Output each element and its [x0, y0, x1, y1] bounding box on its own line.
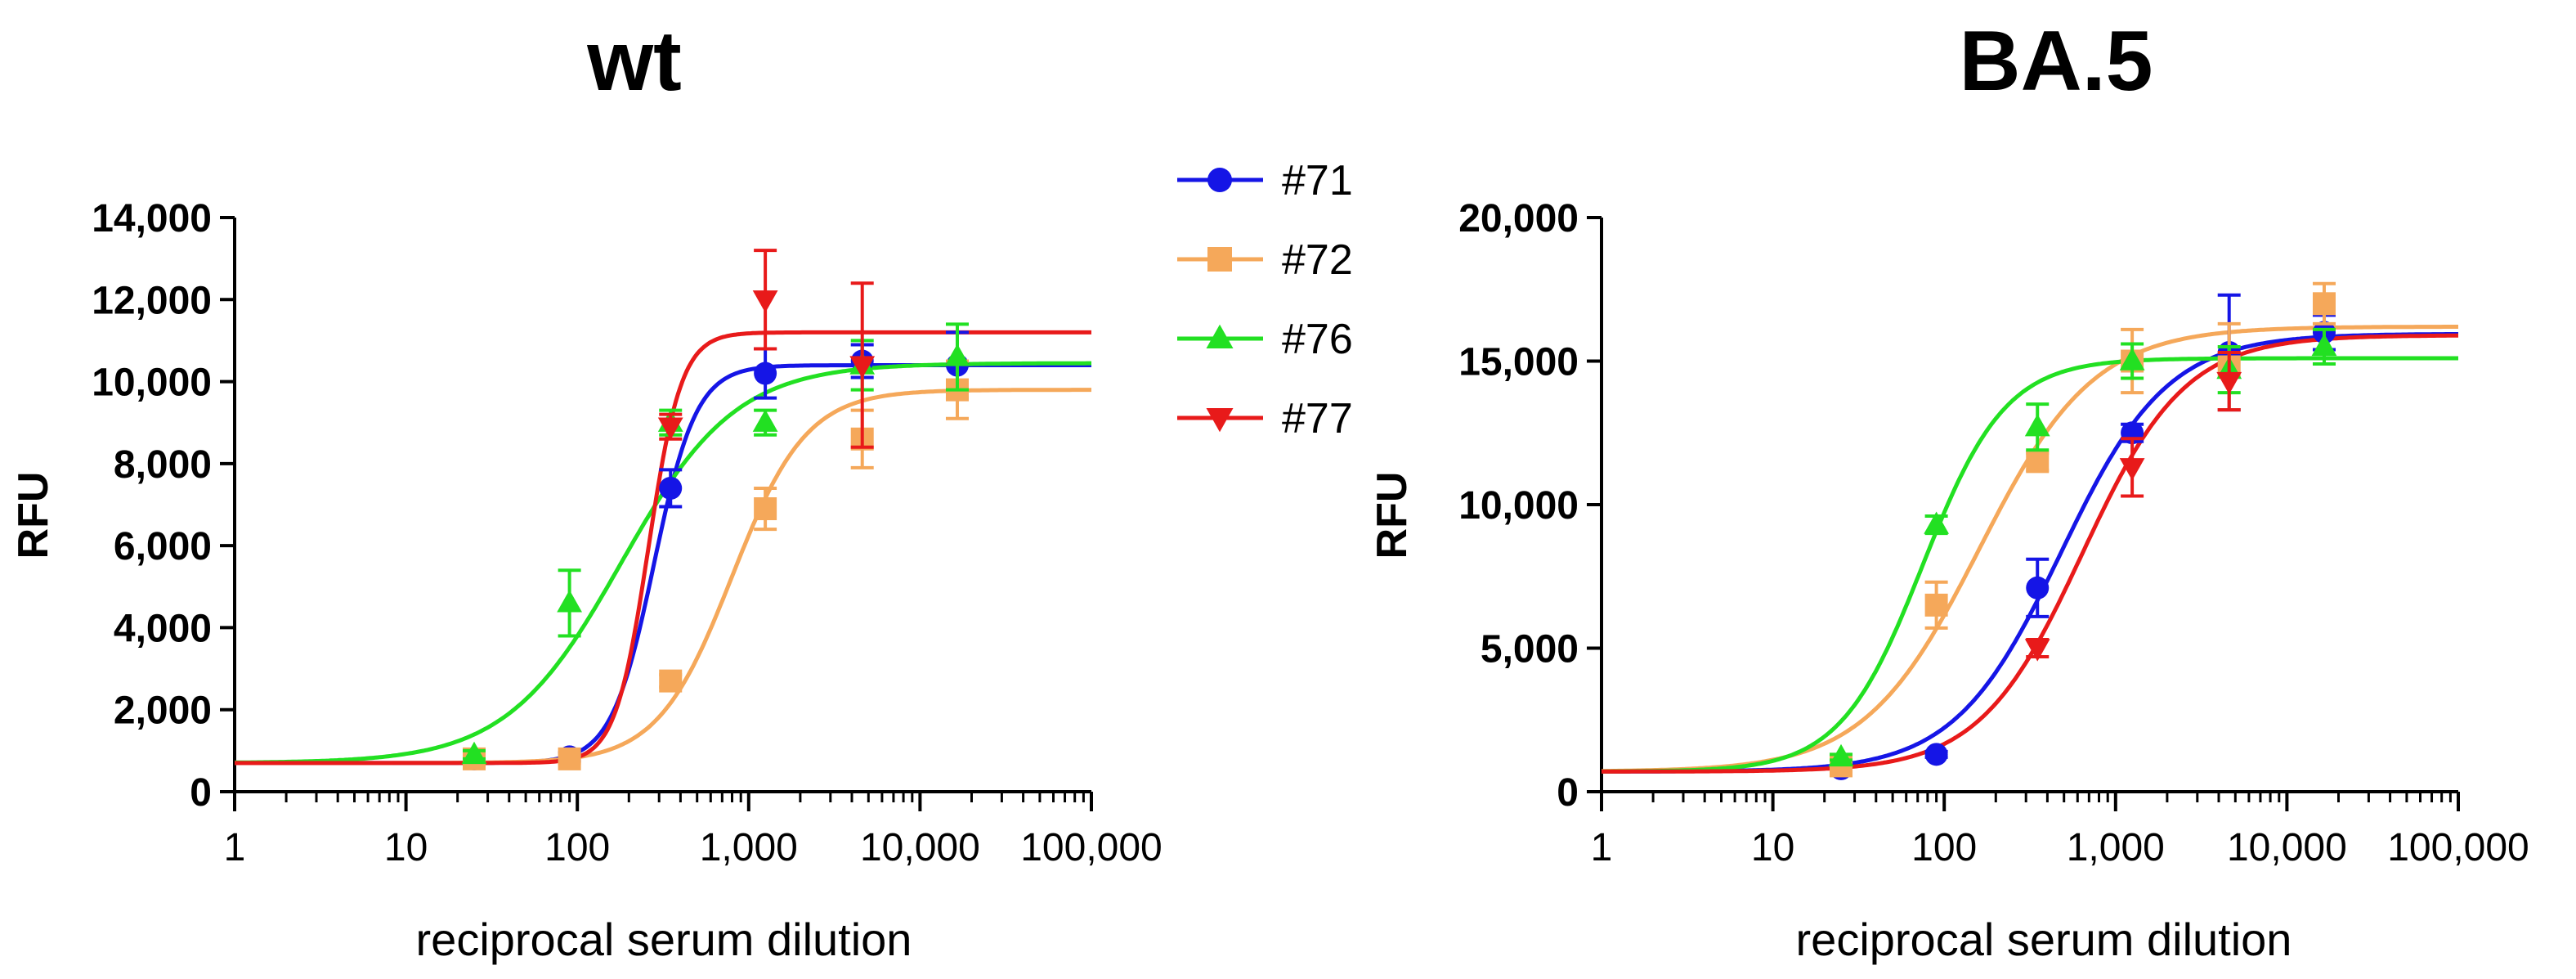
fit-curve [1602, 333, 2458, 774]
legend-marker [1206, 408, 1234, 433]
y-tick-label: 20,000 [1458, 197, 1579, 240]
data-point [2024, 639, 2050, 662]
data-point [2312, 292, 2336, 316]
data-point [2024, 414, 2050, 437]
x-tick-label: 10,000 [2227, 826, 2347, 869]
y-tick-label: 6,000 [114, 525, 212, 568]
data-point [1924, 743, 1948, 766]
data-point [557, 590, 583, 613]
data-point [558, 747, 581, 770]
data-point [2119, 348, 2145, 370]
data-point [944, 344, 970, 366]
y-tick-label: 8,000 [114, 443, 212, 487]
data-point [1924, 511, 1950, 534]
x-tick-label: 100 [544, 826, 610, 869]
fit-curve [1602, 356, 2458, 774]
x-tick-label: 100,000 [1020, 826, 1163, 869]
data-point [2311, 333, 2337, 357]
legend-marker [1207, 247, 1232, 272]
y-axis-title: RFU [10, 472, 57, 559]
x-tick-label: 10 [384, 826, 428, 869]
data-point [659, 669, 683, 693]
y-tick-label: 15,000 [1458, 341, 1579, 384]
data-point [752, 290, 778, 313]
legend-label: #71 [1282, 157, 1353, 204]
x-tick-label: 1,000 [2067, 826, 2165, 869]
data-point [461, 741, 487, 765]
y-tick-label: 2,000 [114, 689, 212, 733]
x-tick-label: 1 [224, 826, 246, 869]
data-point [1924, 593, 1948, 617]
legend-label: #76 [1282, 316, 1353, 363]
data-point [2026, 450, 2050, 474]
x-tick-label: 10 [1751, 826, 1794, 869]
legend: #71 #72 #76 #77 [1177, 157, 1353, 442]
data-point [2119, 458, 2145, 481]
y-tick-label: 10,000 [1458, 484, 1579, 528]
x-tick-label: 100 [1911, 826, 1977, 869]
y-tick-label: 14,000 [92, 197, 212, 240]
chart-panel-wt: wt RFU reciprocal serum dilution 0 2,000 4… [10, 14, 1163, 965]
fit-curve [1602, 325, 2458, 774]
y-tick-label: 0 [1557, 771, 1579, 815]
y-tick-label: 4,000 [114, 607, 212, 650]
x-axis-title: reciprocal serum dilution [416, 914, 912, 965]
data-point [659, 476, 683, 500]
data-point [657, 417, 683, 440]
x-tick-label: 1,000 [700, 826, 798, 869]
chart-title: BA.5 [1960, 14, 2153, 109]
legend-marker [1207, 168, 1232, 192]
data-point [849, 356, 876, 379]
data-point [754, 362, 777, 385]
legend-marker [1206, 324, 1234, 348]
y-tick-label: 5,000 [1481, 628, 1579, 671]
y-tick-label: 10,000 [92, 362, 212, 405]
x-tick-label: 10,000 [860, 826, 980, 869]
y-tick-label: 0 [190, 771, 212, 815]
legend-label: #72 [1282, 236, 1353, 284]
y-tick-label: 12,000 [92, 279, 212, 322]
x-tick-label: 100,000 [2387, 826, 2529, 869]
x-axis-title: reciprocal serum dilution [1796, 914, 2292, 965]
data-point [754, 497, 777, 521]
data-point [752, 409, 778, 432]
chart-panel-ba5: BA.5 RFU reciprocal serum dilution 0 5,00… [1369, 14, 2529, 965]
fit-curve [235, 388, 1091, 766]
fit-curve [1602, 332, 2458, 774]
legend-label: #77 [1282, 395, 1353, 442]
data-point [1828, 743, 1854, 767]
x-tick-label: 1 [1591, 826, 1613, 869]
data-point [2216, 371, 2242, 395]
y-axis-title: RFU [1369, 472, 1416, 559]
data-point [2026, 576, 2050, 600]
chart-title: wt [586, 14, 682, 109]
